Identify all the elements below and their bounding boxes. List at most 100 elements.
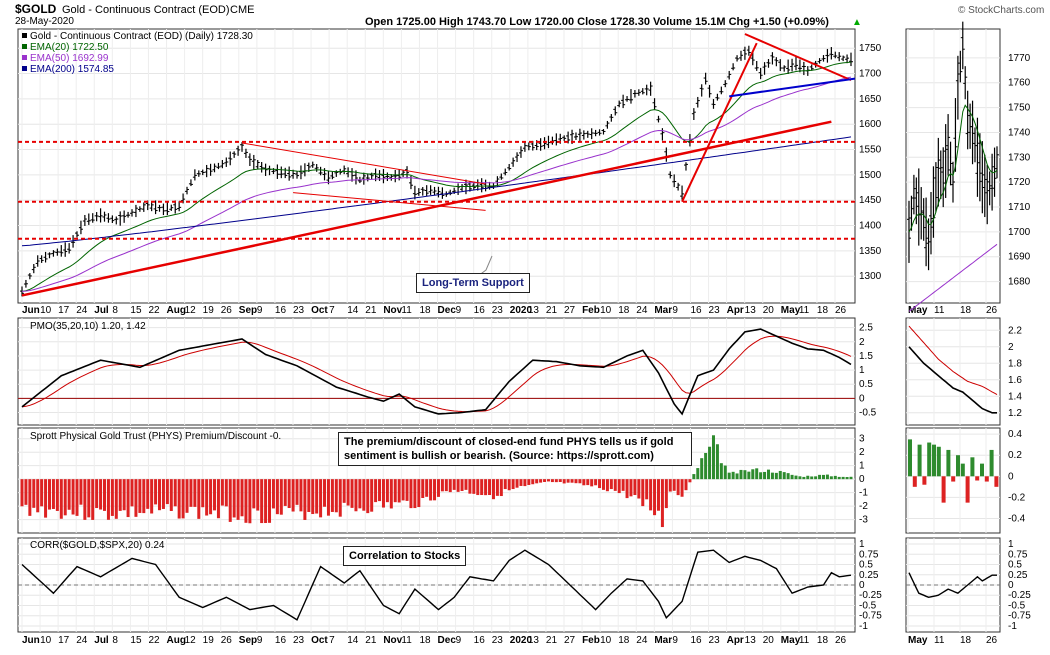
phys-bar (154, 479, 158, 505)
y-tick-main: -0.75 (859, 611, 882, 622)
phys-bar (209, 479, 213, 515)
phys-bar (790, 474, 794, 480)
pmo-legend: PMO(35,20,10) 1.20, 1.42 (30, 321, 146, 332)
y-tick-main: -1 (859, 621, 868, 632)
phys-bar (786, 473, 790, 480)
x-tick-label: May (781, 305, 801, 316)
phys-bar (755, 468, 759, 480)
phys-bar (130, 479, 134, 507)
x-tick-label: Apr (727, 305, 744, 316)
phys-bar (303, 479, 307, 520)
x-tick-label: Apr (727, 635, 744, 646)
y-tick-main: 2 (859, 337, 865, 348)
x-tick-label: Feb (582, 305, 600, 316)
phys-bar (110, 479, 114, 516)
phys-bar-side (936, 446, 941, 477)
phys-bar (436, 479, 440, 497)
phys-bar (307, 479, 311, 512)
phys-bar (625, 479, 629, 499)
phys-bar (535, 479, 539, 484)
exchange-text: CME (230, 4, 254, 16)
phys-bar (161, 479, 165, 509)
x-tick-label: 24 (636, 635, 648, 646)
phys-bar (613, 479, 617, 491)
phys-legend: Sprott Physical Gold Trust (PHYS) Premiu… (30, 431, 281, 442)
x-tick-label: 10 (600, 305, 612, 316)
phys-bar (448, 479, 452, 493)
x-tick-label: 11 (799, 305, 810, 316)
y-tick-main: 0.25 (859, 570, 879, 581)
x-tick-label: 16 (474, 635, 486, 646)
phys-bar-side (917, 444, 922, 477)
phys-bar (75, 479, 79, 516)
phys-bar (283, 479, 287, 506)
phys-bar (582, 479, 586, 486)
x-tick-label: 23 (492, 635, 504, 646)
phys-bar (429, 479, 433, 501)
phys-bar (688, 479, 692, 483)
legend-swatch (22, 66, 27, 71)
phys-bar (680, 479, 684, 497)
phys-bar (213, 479, 217, 511)
x-tick-label: Sep (239, 305, 257, 316)
phys-bar (24, 479, 28, 505)
phys-bar (405, 479, 409, 501)
long-term-trendline (21, 120, 832, 297)
phys-bar (385, 479, 389, 503)
phys-bar (63, 479, 67, 516)
x-tick-label: 15 (130, 635, 142, 646)
phys-bar (158, 479, 162, 511)
y-tick-side: -0.2 (1008, 492, 1026, 503)
phys-bar (546, 479, 550, 482)
phys-bar (315, 479, 319, 514)
y-tick-main: 1300 (859, 271, 882, 282)
pmo-line-side (908, 346, 997, 414)
x-tick-label: 9 (456, 635, 462, 646)
x-tick-label: 8 (112, 635, 118, 646)
phys-bar (550, 479, 554, 483)
phys-bar (142, 479, 146, 514)
x-tick-label-side: 11 (934, 635, 945, 646)
phys-bar (708, 446, 712, 480)
x-tick-label: 7 (329, 635, 335, 646)
y-tick-main: -0.5 (859, 600, 877, 611)
y-tick-side: 1690 (1008, 252, 1031, 263)
legend-entry: EMA(50) 1692.99 (30, 53, 109, 64)
phys-bar-side (975, 476, 980, 481)
y-tick-main: 1650 (859, 94, 882, 105)
phys-bar (633, 479, 637, 496)
x-tick-label: 26 (835, 635, 847, 646)
x-tick-label: 9 (672, 305, 678, 316)
x-tick-label-side: May (908, 635, 928, 646)
phys-bar-side (912, 476, 917, 487)
phys-bar-side (956, 455, 960, 477)
y-tick-side: 1680 (1008, 277, 1031, 288)
phys-bar (118, 479, 122, 511)
phys-bar (311, 479, 315, 515)
phys-bar (440, 479, 444, 492)
y-tick-main: -0.5 (859, 408, 877, 419)
phys-bar (413, 479, 417, 509)
phys-bar (849, 476, 853, 480)
phys-bar (515, 479, 519, 488)
legend-entry: Gold - Continuous Contract (EOD) (Daily)… (30, 31, 253, 42)
x-tick-label: 24 (636, 305, 648, 316)
x-tick-label: 27 (564, 305, 576, 316)
phys-bar (696, 468, 700, 480)
x-tick-label: 19 (203, 635, 215, 646)
y-tick-side: 1 (1008, 539, 1014, 550)
phys-bar (28, 479, 32, 516)
y-tick-side: -0.4 (1008, 513, 1026, 524)
phys-bar (468, 479, 472, 494)
phys-bar (350, 479, 354, 508)
phys-bar (279, 479, 283, 515)
phys-bar (672, 479, 676, 491)
phys-bar (759, 472, 763, 480)
phys-bar (370, 479, 374, 512)
phys-bar (711, 435, 715, 480)
phys-bar (637, 479, 641, 499)
pmo-signal-line (21, 335, 852, 413)
phys-bar (523, 479, 527, 487)
x-tick-label: Feb (582, 635, 600, 646)
phys-bar (165, 479, 169, 505)
